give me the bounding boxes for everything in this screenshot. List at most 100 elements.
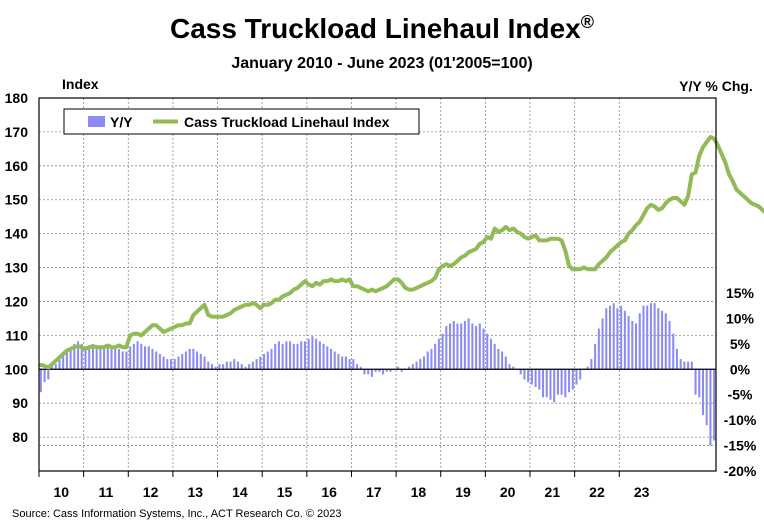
- yy-bar: [263, 354, 266, 370]
- yy-bar: [646, 305, 649, 370]
- yy-bar: [538, 369, 541, 390]
- yy-bar: [452, 320, 455, 370]
- yy-bar: [218, 364, 221, 370]
- yy-bar: [50, 366, 54, 370]
- yy-bar: [300, 341, 303, 370]
- yy-bar: [683, 361, 686, 370]
- yy-bar: [58, 359, 61, 370]
- x-axis-ticks: 10 11 12 13 14 15 16 17 18 19 20 21 22 23: [38, 471, 650, 500]
- yy-bar: [508, 364, 511, 370]
- yy-bar: [419, 359, 422, 370]
- yy-bar: [385, 369, 388, 372]
- yy-bar: [456, 323, 459, 370]
- yy-bar: [367, 369, 370, 375]
- yy-bar: [244, 366, 247, 370]
- yy-bar: [616, 308, 619, 370]
- yy-bar: [612, 303, 615, 370]
- yy-bar: [478, 323, 481, 370]
- yy-bar: [668, 320, 671, 370]
- yy-bar: [649, 303, 652, 370]
- yy-bar: [545, 369, 548, 398]
- yy-bar: [441, 333, 444, 370]
- yy-bar: [251, 361, 254, 370]
- yy-bar: [709, 369, 712, 446]
- yy-bar: [47, 369, 50, 380]
- yy-bar: [356, 364, 359, 370]
- yy-bar: [307, 338, 310, 370]
- yy-bar: [99, 348, 102, 370]
- yy-bar: [426, 351, 429, 370]
- yy-bar: [326, 346, 329, 370]
- yy-bar: [62, 354, 65, 370]
- yy-bar: [240, 364, 243, 370]
- yy-bar: [65, 351, 68, 370]
- yy-bar: [344, 356, 347, 370]
- yy-bar: [129, 346, 132, 370]
- yy-bar: [73, 343, 76, 370]
- yy-bars: [39, 303, 716, 446]
- yy-bar: [281, 343, 284, 370]
- yy-bar: [642, 305, 645, 370]
- x-tick-label: 12: [143, 484, 159, 500]
- legend-box: [63, 108, 420, 135]
- legend: Y/Y Cass Truckload Linehaul Index: [63, 108, 420, 135]
- yy-bar: [121, 351, 124, 370]
- yy-bar: [675, 348, 678, 370]
- yy-bar: [184, 351, 187, 370]
- x-tick-label: 20: [500, 484, 516, 500]
- yy-bar: [408, 366, 411, 370]
- yy-bar: [378, 369, 381, 372]
- yy-bar: [475, 326, 478, 370]
- source-note: Source: Cass Information Systems, Inc., …: [12, 508, 341, 520]
- legend-label-index: Cass Truckload Linehaul Index: [184, 114, 390, 130]
- yy-bar: [333, 351, 336, 370]
- yy-bar: [687, 361, 690, 370]
- yy-bar: [136, 341, 139, 370]
- yy-bar: [631, 320, 634, 370]
- yy-bar: [162, 356, 165, 370]
- yy-bar: [140, 343, 143, 370]
- yy-bar: [110, 346, 113, 370]
- left-tick-label: 170: [5, 124, 29, 140]
- left-tick-label: 100: [5, 361, 29, 377]
- left-tick-label: 90: [12, 395, 28, 411]
- yy-bar: [530, 369, 533, 385]
- yy-bar: [627, 315, 630, 370]
- yy-bar: [512, 366, 515, 370]
- x-tick-label: 10: [54, 484, 70, 500]
- yy-bar: [594, 343, 597, 370]
- yy-bar: [679, 359, 682, 370]
- yy-bar: [337, 354, 340, 370]
- yy-bar: [181, 354, 184, 370]
- yy-bar: [430, 348, 433, 370]
- yy-bar: [289, 341, 292, 370]
- yy-bar: [192, 348, 195, 370]
- left-tick-label: 110: [5, 327, 28, 343]
- yy-bar: [504, 356, 507, 370]
- yy-bar: [486, 333, 489, 370]
- yy-bar: [322, 343, 325, 370]
- yy-bar: [329, 348, 333, 370]
- yy-bar: [579, 369, 582, 380]
- x-tick-label: 21: [545, 484, 561, 500]
- yy-bar: [422, 356, 426, 370]
- yy-bar: [523, 369, 526, 380]
- yy-bar: [210, 364, 213, 370]
- yy-bar: [266, 351, 269, 370]
- x-tick-label: 14: [232, 484, 248, 500]
- left-tick-label: 140: [5, 226, 29, 242]
- chart-subtitle: January 2010 - June 2023 (01'2005=100): [231, 55, 532, 72]
- left-tick-label: 160: [5, 158, 29, 174]
- yy-bar: [95, 346, 98, 370]
- yy-bar: [460, 323, 463, 370]
- x-tick-label: 22: [589, 484, 605, 500]
- yy-bar: [88, 346, 91, 370]
- yy-bar: [467, 318, 470, 370]
- yy-bar: [341, 356, 344, 370]
- yy-bar: [125, 351, 128, 370]
- left-axis-label: Index: [62, 76, 99, 92]
- yy-bar: [382, 369, 385, 375]
- yy-bar: [196, 351, 199, 370]
- yy-bar: [389, 369, 392, 372]
- right-tick-label: -5%: [728, 387, 753, 403]
